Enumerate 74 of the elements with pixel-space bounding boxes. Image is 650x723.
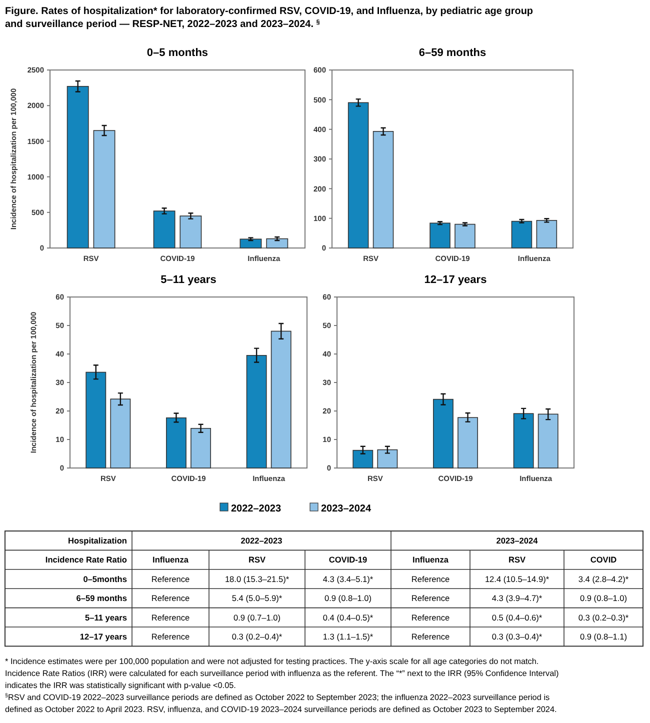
- bar: [513, 413, 534, 468]
- category-label: Influenza: [412, 554, 449, 565]
- category-label: RSV: [248, 554, 266, 565]
- bar: [377, 449, 398, 468]
- text: 0.3 (0.2–0.4)*: [232, 632, 282, 642]
- text: 0.3 (0.3–0.4)*: [492, 632, 542, 642]
- bar: [372, 131, 394, 248]
- text: 1.3 (1.1–1.5)*: [322, 632, 374, 642]
- category-label: 5–11 years: [85, 612, 127, 622]
- text: 4.3 (3.9–4.7)*: [492, 593, 542, 604]
- text: Reference: [411, 632, 450, 642]
- bar: [454, 224, 476, 248]
- bar: [190, 428, 211, 468]
- bar: [110, 398, 131, 468]
- chart-title: 12–17 years: [424, 274, 487, 286]
- category-label: Influenza: [152, 554, 189, 565]
- bar: [240, 238, 262, 248]
- text: Reference: [151, 574, 190, 584]
- bar: [66, 86, 89, 248]
- chart-title: 0–5 months: [146, 47, 208, 59]
- text: 0.9 (0.8–1.1): [580, 632, 628, 642]
- category-label: 0–5months: [83, 574, 127, 584]
- text: 4.3 (3.4–5.1)*: [322, 574, 374, 584]
- text: Figure. Rates of hospitalization* for laboratory-confirmed RSV, COVID-19, and Influenza, by pediatric age group and surveillance period — RESP-NET, 2022–2023 and 2023–2024. $^{§}$: [5, 6, 534, 30]
- text: 0.9 (0.7–1.0): [233, 612, 281, 622]
- text: Incidence Rate Ratio: [45, 554, 127, 565]
- bar: [93, 130, 116, 248]
- legend-label: 2023–2024: [321, 504, 372, 514]
- text: 0.5 (0.4–0.6)*: [492, 612, 542, 622]
- category-label: RSV: [508, 554, 526, 565]
- text: indicates the IRR was statistically significant with p-value <0.05.: [5, 681, 236, 690]
- category-label: 12–17 years: [80, 632, 127, 642]
- chart-title: 6–59 months: [418, 47, 486, 59]
- bar: [538, 414, 558, 468]
- text: * Incidence estimates were per 100,000 population and were not adjusted for testing practices. The y-axis scale for all age categories do not match.: [5, 657, 539, 666]
- text: Reference: [151, 612, 190, 622]
- text: Reference: [151, 593, 190, 604]
- category-label: 6–59 months: [76, 593, 127, 604]
- chart-title: 5–11 years: [160, 274, 216, 286]
- text: defined as October 2022 to April 2023. RSV, influenza, and COVID-19 2023–2024 surveillance periods are defined as October 2023 to September 2024.: [5, 705, 557, 714]
- bar: [511, 220, 532, 248]
- bar: [266, 238, 288, 248]
- text: Reference: [411, 593, 450, 604]
- category-label: COVID-19: [328, 554, 368, 565]
- text: $^{§}$RSV and COVID-19 2022–2023 surveillance periods are defined as October 2022 to September 2023; the influenza 2022–2023 surveillance period is: [5, 693, 550, 702]
- bar: [246, 355, 267, 468]
- text: 2022–2023: [240, 536, 283, 546]
- bar: [430, 222, 450, 248]
- bar: [180, 216, 202, 248]
- text: Reference: [411, 574, 450, 584]
- bar: [536, 220, 558, 248]
- bar: [348, 102, 369, 248]
- text: 3.4 (2.8–4.2)*: [578, 574, 629, 584]
- bar: [153, 210, 176, 248]
- bar: [352, 450, 374, 468]
- bar: [270, 330, 292, 468]
- text: Reference: [411, 612, 450, 622]
- text: 0.4 (0.4–0.5)*: [322, 612, 374, 622]
- text: 0.3 (0.2–0.3)*: [578, 612, 629, 622]
- bar: [86, 372, 106, 468]
- text: 5.4 (5.0–5.9)*: [232, 593, 282, 604]
- legend-label: 2022–2023: [231, 504, 282, 514]
- text: 12.4 (10.5–14.9)*: [484, 574, 550, 584]
- text: 18.0 (15.3–21.5)*: [224, 574, 290, 584]
- text: Reference: [151, 632, 190, 642]
- category-label: COVID: [590, 554, 617, 565]
- text: Hospitalization: [68, 536, 127, 546]
- text: 0.9 (0.8–1.0): [324, 593, 372, 604]
- text: 0.9 (0.8–1.0): [580, 593, 628, 604]
- bar: [166, 417, 186, 468]
- bar: [458, 417, 478, 468]
- text: Incidence Rate Ratios (IRR) were calculated for each surveillance period with influenza as the referent. The “*” next to the IRR (95% Confidence Interval): [5, 669, 559, 678]
- text: 2023–2024: [496, 536, 538, 546]
- bar: [433, 398, 454, 468]
